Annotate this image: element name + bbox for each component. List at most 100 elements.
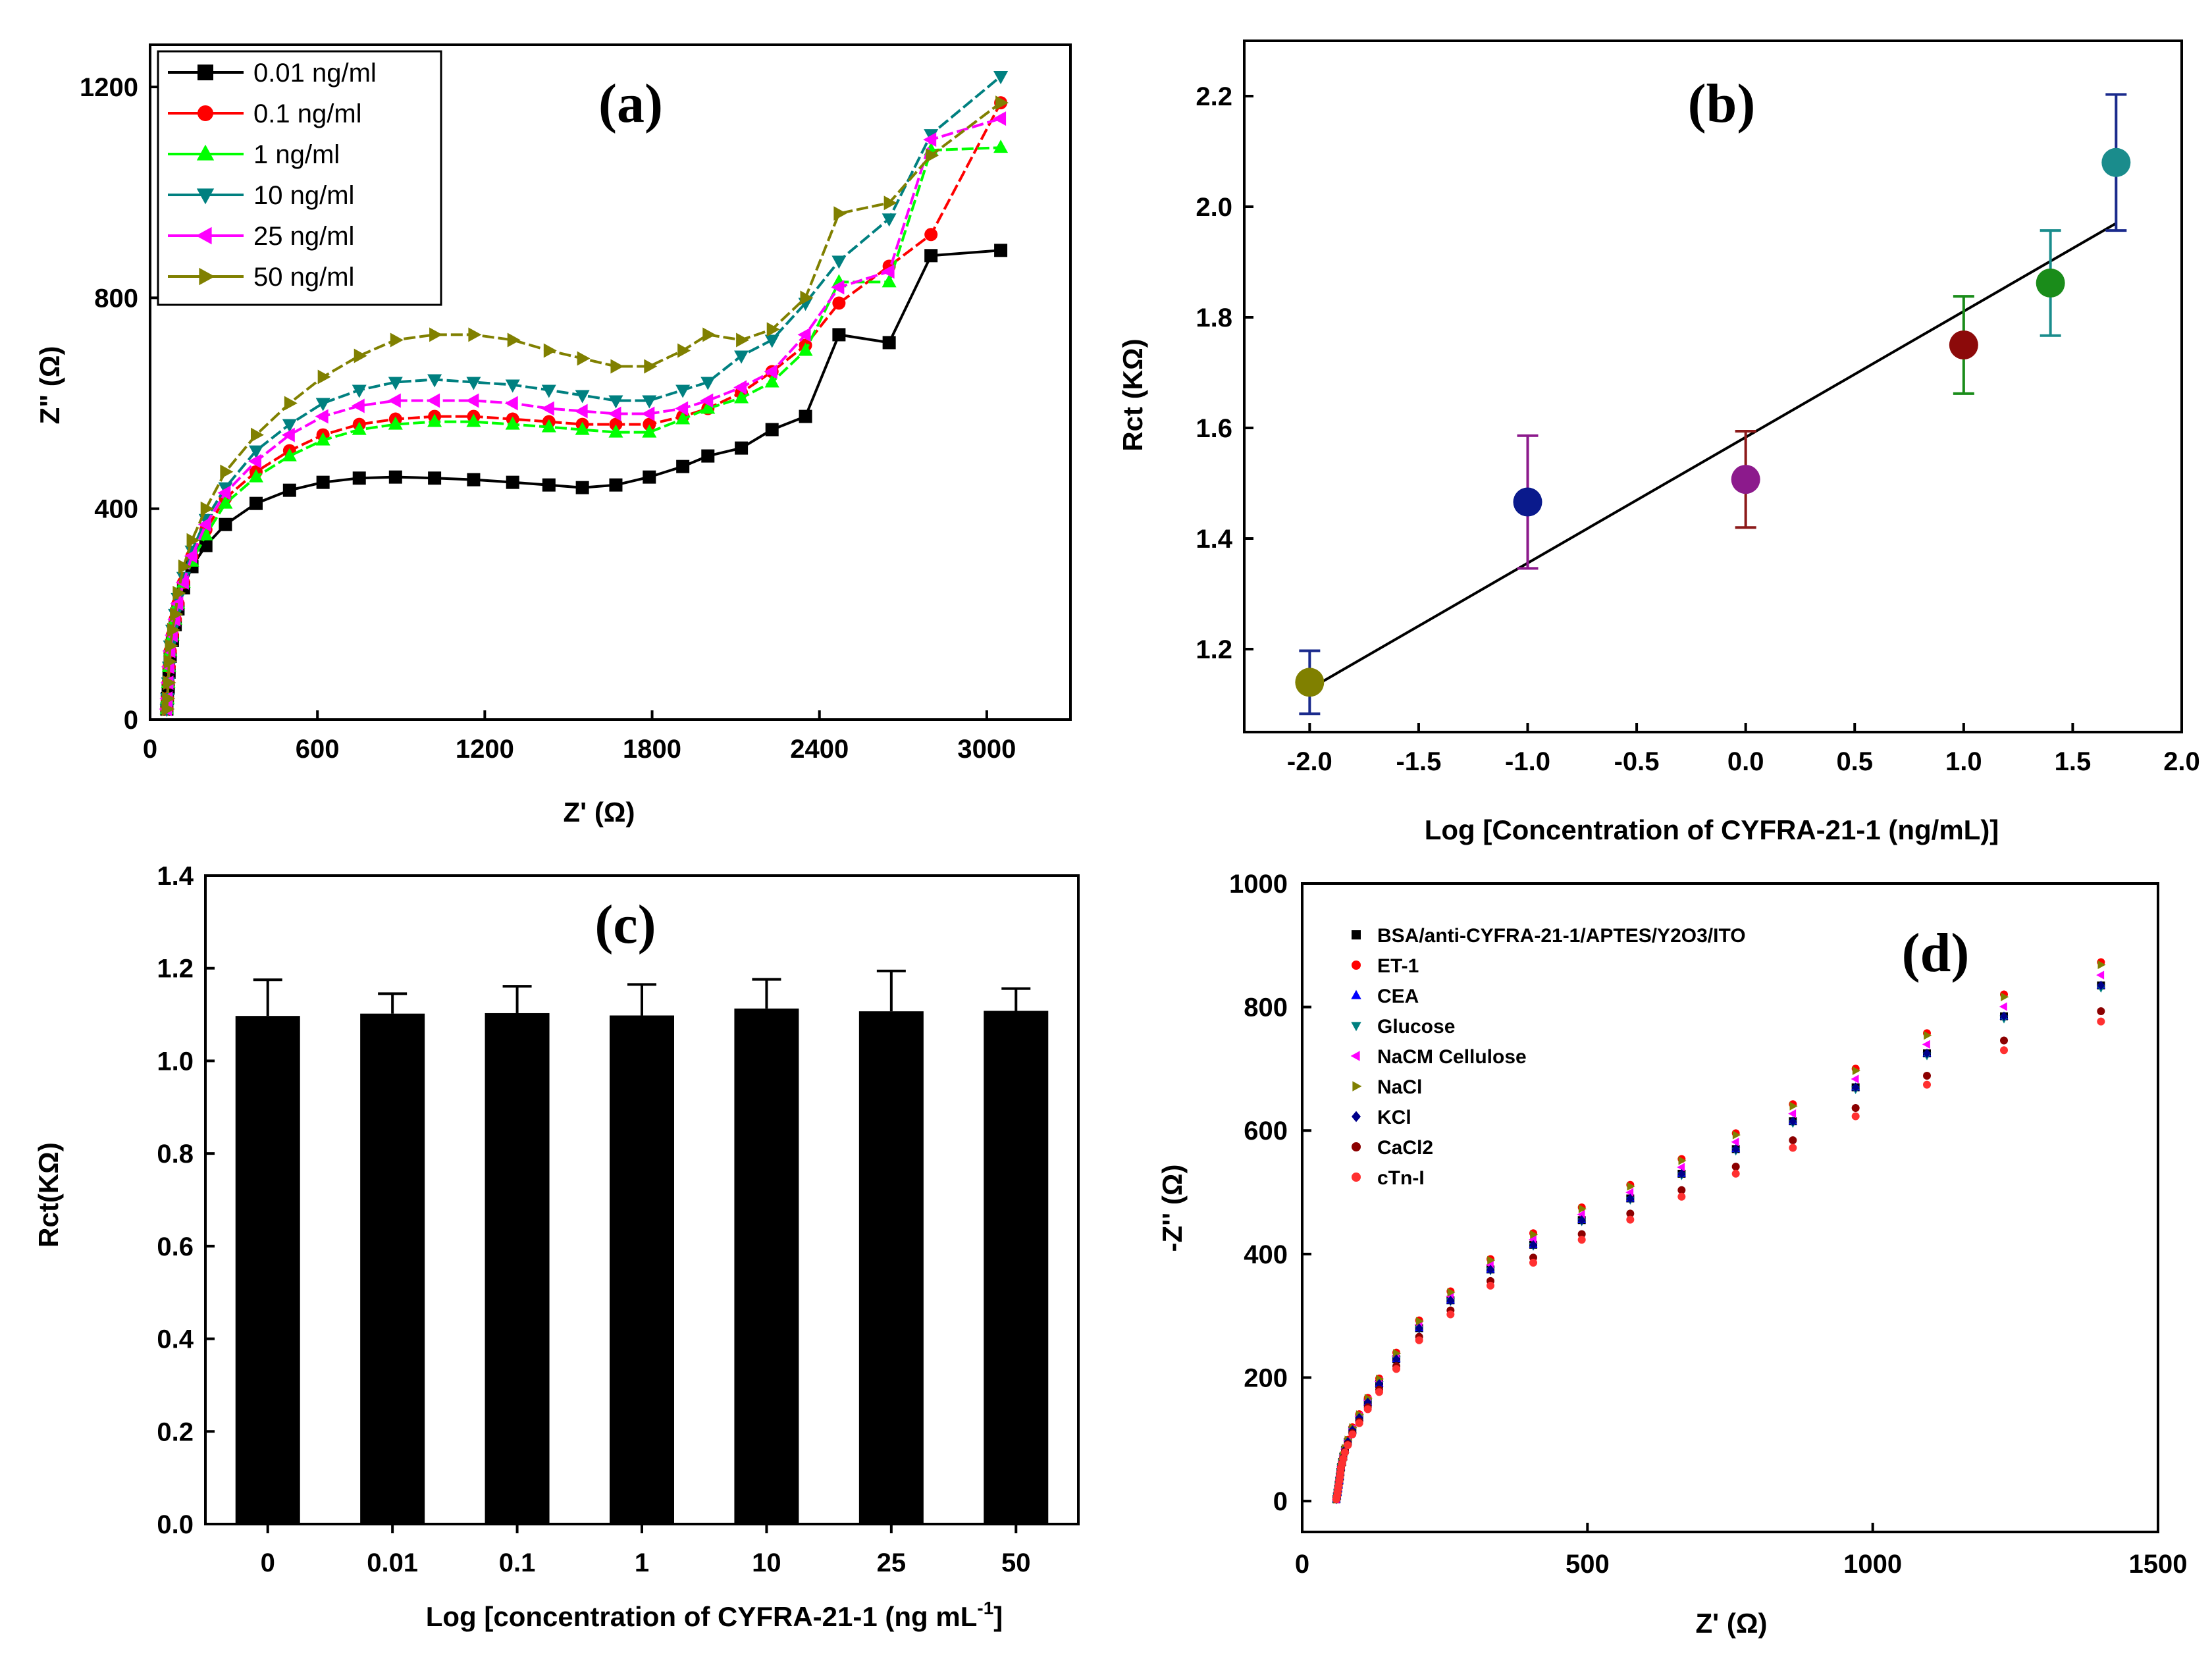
- panel-d-legend-marker: [1350, 1051, 1360, 1061]
- panel-b-frame: [1243, 40, 2183, 733]
- panel-d-point: [1677, 1186, 1686, 1194]
- panel-d-point: [2097, 1007, 2105, 1015]
- panel-a-label: (a): [598, 73, 663, 134]
- panel-a-point: [282, 419, 297, 433]
- panel-d-point: [2097, 960, 2106, 970]
- panel-a-point: [799, 409, 812, 423]
- panel-a-point: [832, 296, 846, 310]
- panel-d-xtick-label: 1500: [2129, 1550, 2188, 1579]
- panel-d-point: [2001, 992, 2009, 1001]
- panel-d-axes: 0 500 1000 1500 0 200 400 600 800 1000: [1229, 870, 2187, 1579]
- panel-a-point: [161, 701, 175, 716]
- panel-a-point: [250, 427, 264, 442]
- panel-d-xtick-label: 500: [1566, 1550, 1610, 1579]
- panel-a-point: [429, 327, 443, 342]
- panel-d-frame: [1301, 882, 2159, 1533]
- panel-a-point: [831, 280, 845, 295]
- panel-d-point: [1923, 1080, 1931, 1089]
- panel-a-point: [882, 213, 897, 227]
- panel-b-xtick-label: -0.5: [1614, 747, 1660, 776]
- panel-a-point: [701, 449, 715, 463]
- panel-a-point: [200, 501, 214, 516]
- panel-a-point: [467, 473, 481, 487]
- panel-b-ytick-label: 1.8: [1196, 303, 1232, 332]
- panel-c-xlabel-main: Log [concentration of CYFRA-21-1 (ng mL: [426, 1601, 978, 1632]
- panel-a-point: [468, 327, 482, 342]
- panel-d-ytick-label: 800: [1244, 993, 1288, 1022]
- panel-a-point: [764, 334, 779, 348]
- panel-d-point: [1626, 1215, 1635, 1224]
- panel-d-point: [1529, 1240, 1537, 1250]
- panel-a-point: [923, 132, 937, 147]
- panel-d-point: [1788, 1109, 1797, 1119]
- panel-d-xlabel: Z' (Ω): [1696, 1608, 1768, 1639]
- panel-d-xtick-label: 1000: [1843, 1550, 1902, 1579]
- panel-d-legend: BSA/anti-CYFRA-21-1/APTES/Y2O3/ITO ET-1 CE…: [1350, 925, 1746, 1189]
- panel-a-legend-label: 50 ng/ml: [253, 263, 354, 292]
- panel-a-point: [315, 398, 330, 411]
- panel-d-legend-marker: [1352, 1081, 1362, 1092]
- panel-a-point: [354, 348, 367, 363]
- panel-b-xtick-label: -1.5: [1396, 747, 1441, 776]
- panel-a-point: [675, 384, 691, 398]
- panel-a-point: [643, 417, 656, 431]
- panel-c-xtick-label: 10: [752, 1548, 781, 1577]
- panel-b-xtick-label: 1.0: [1945, 747, 1982, 776]
- panel-d-ytick-label: 0: [1273, 1487, 1288, 1516]
- panel-a-ytick-label: 800: [94, 284, 138, 313]
- panel-d-point: [2096, 970, 2105, 980]
- panel-a-point: [882, 336, 896, 350]
- panel-d-point: [1731, 1138, 1739, 1147]
- panel-a-point: [504, 396, 518, 411]
- panel-a-legend-label: 0.01 ng/ml: [253, 59, 377, 88]
- panel-d-legend-label: ET-1: [1377, 955, 1419, 977]
- panel-c-xtick-label: 0.01: [367, 1548, 418, 1577]
- panel-d-point: [1851, 1112, 1860, 1121]
- panel-a-xtick-label: 600: [296, 735, 340, 764]
- panel-c-xtick-label: 1: [635, 1548, 649, 1577]
- panel-a-point: [833, 206, 847, 221]
- panel-a-point: [248, 469, 263, 483]
- panel-d-point: [1923, 1048, 1931, 1059]
- panel-a-point: [643, 470, 656, 484]
- panel-d-point: [1924, 1031, 1932, 1040]
- panel-d-ylabel: -Z'' (Ω): [1157, 1165, 1188, 1252]
- panel-d-point: [1487, 1281, 1494, 1290]
- panel-a-legend-marker: [196, 144, 215, 161]
- panel-a-point: [315, 409, 329, 424]
- panel-a-point: [993, 140, 1009, 153]
- panel-d-label: (d): [1902, 922, 1970, 984]
- panel-a-frame: [149, 43, 1072, 721]
- panel-a-point: [199, 539, 213, 552]
- panel-a-point: [575, 390, 590, 404]
- panel-a-point: [675, 411, 691, 425]
- panel-c-bar: [610, 1015, 674, 1524]
- panel-d-point: [1627, 1182, 1635, 1191]
- panel-c-ytick-label: 1.2: [157, 955, 194, 984]
- panel-c-ytick-label: 1.0: [157, 1047, 194, 1076]
- panel-d-point: [2000, 1011, 2008, 1021]
- panel-c-ytick-label: 0.2: [157, 1417, 194, 1446]
- panel-a-axes: 0 600 1200 1800 2400 3000 0 400 800 1200: [80, 73, 1016, 764]
- panel-a-point: [577, 351, 591, 366]
- panel-b-xtick-label: 0.5: [1836, 747, 1873, 776]
- panel-c: 0.00.20.40.60.81.01.21.40 0.01 0.1 1 10 25 50 …: [33, 862, 1080, 1632]
- panel-b-xtick-label: 2.0: [2163, 747, 2200, 776]
- panel-a-point: [163, 675, 176, 690]
- panel-a-point: [466, 377, 481, 390]
- panel-a-point: [608, 424, 623, 438]
- panel-a-legend-marker: [198, 65, 213, 80]
- panel-a-point: [505, 379, 520, 393]
- panel-d-ytick-label: 400: [1244, 1240, 1288, 1269]
- panel-d-legend-marker: [1351, 1022, 1361, 1032]
- panel-a-point: [700, 393, 714, 408]
- panel-a-point: [249, 496, 263, 510]
- panel-c-bars: [235, 969, 1049, 1524]
- panel-d-xtick-label: 0: [1295, 1550, 1309, 1579]
- panel-d-point: [1577, 1236, 1586, 1244]
- panel-d-point: [1732, 1130, 1741, 1140]
- panel-a-point: [175, 575, 189, 590]
- panel-a-point: [608, 395, 623, 409]
- panel-d-point: [1344, 1441, 1352, 1450]
- panel-d-point: [1731, 1163, 1740, 1171]
